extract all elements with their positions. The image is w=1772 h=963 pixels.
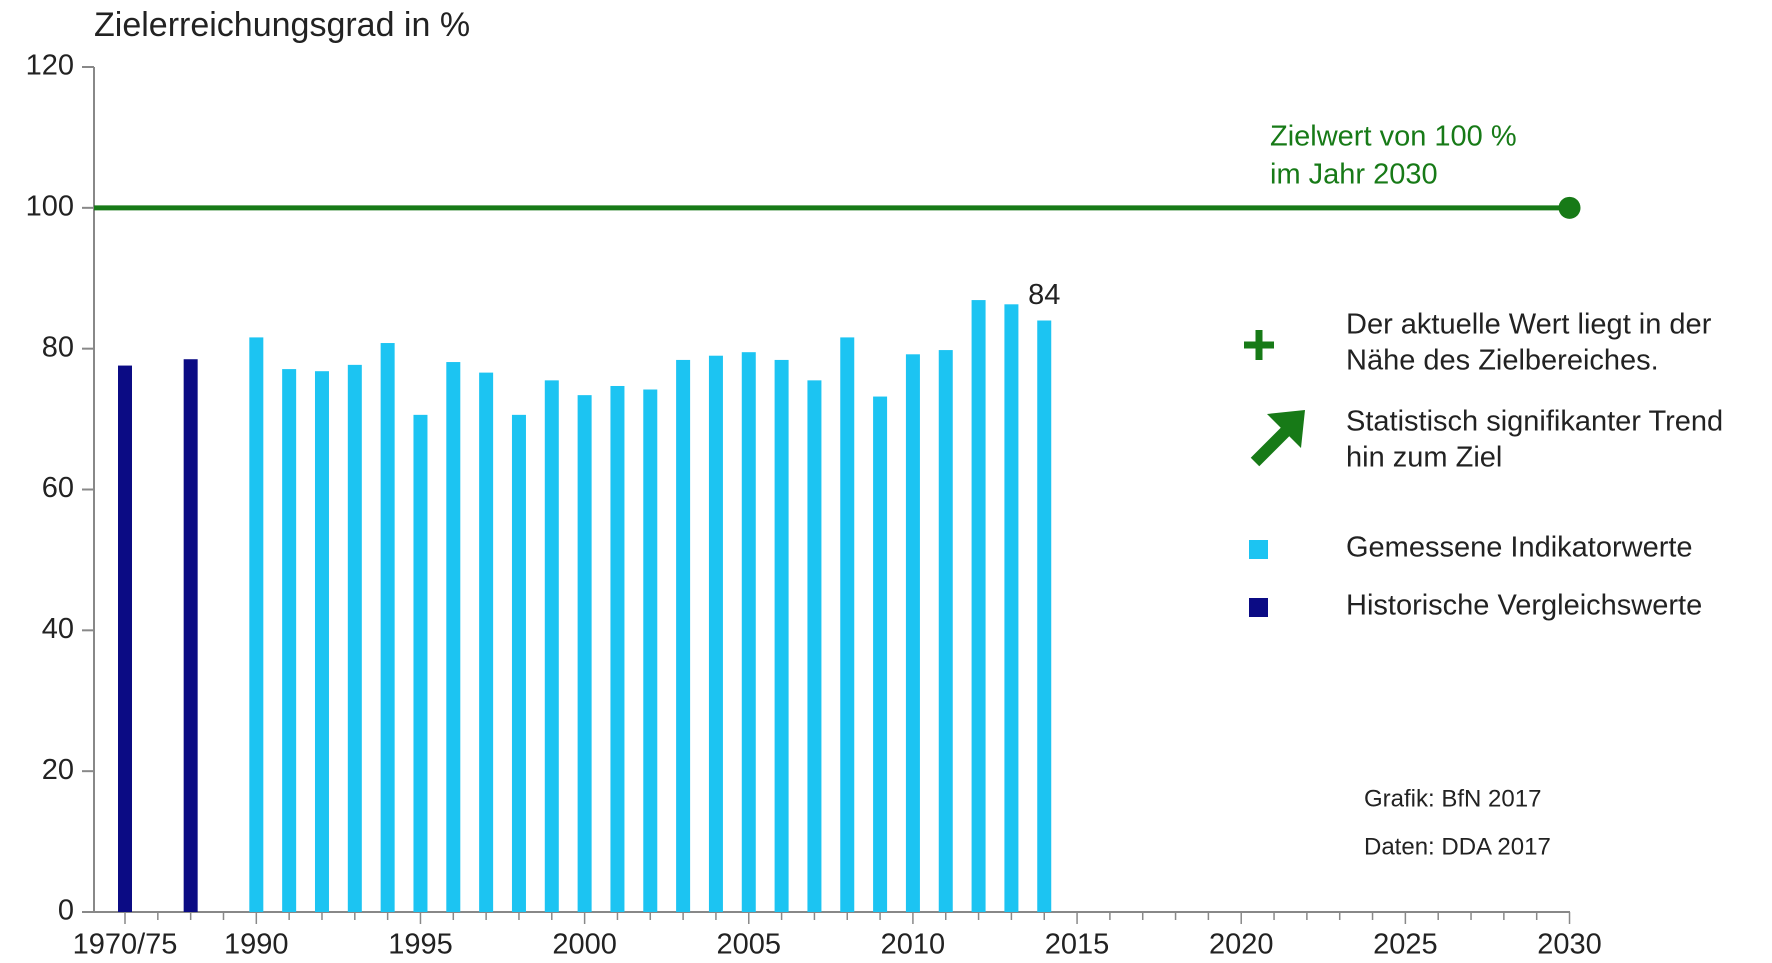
bar [413,414,428,912]
status-note: Nähe des Zielbereiches. [1346,345,1659,377]
value-label: 84 [1028,279,1060,311]
bar [1037,320,1052,912]
target-label: Zielwert von 100 % [1270,121,1517,153]
bar [347,364,362,912]
bar [938,350,953,912]
bar [676,359,691,912]
x-tick-label: 1970/75 [73,929,178,961]
bar [479,372,494,912]
y-tick-label: 100 [26,190,74,222]
x-tick-label: 1990 [224,929,289,961]
bar [971,300,986,912]
y-tick-label: 20 [42,754,74,786]
target-dot [1558,196,1581,219]
bar [774,359,789,912]
bar [314,371,329,912]
x-tick-label: 2000 [552,929,617,961]
bar [840,337,855,912]
y-tick-label: 80 [42,331,74,363]
legend-label: Gemessene Indikatorwerte [1346,532,1693,564]
credit: Daten: DDA 2017 [1364,833,1551,860]
legend-label: Historische Vergleichswerte [1346,590,1702,622]
bar [118,365,132,913]
legend-swatch [1249,598,1268,617]
bar [807,380,822,913]
bar [905,354,920,912]
y-tick-label: 40 [42,613,74,645]
legend-swatch [1249,540,1268,559]
y-tick-label: 120 [26,50,74,82]
x-tick-label: 2025 [1373,929,1438,961]
bar [610,385,625,912]
bar [577,395,592,912]
x-tick-label: 2020 [1209,929,1274,961]
bar [741,352,756,912]
x-tick-label: 2030 [1537,929,1602,961]
status-note: Statistisch signifikanter Trend [1346,406,1723,438]
y-tick-label: 0 [58,895,74,927]
arrow-icon [1250,422,1295,467]
bar [1004,304,1019,912]
plus-icon [1244,330,1274,360]
chart-title: Zielerreichungsgrad in % [94,6,470,44]
x-tick-label: 1995 [388,929,453,961]
bar [873,396,888,912]
bar [511,414,526,912]
bar [544,380,559,913]
bar [446,362,461,912]
bar [708,355,723,912]
bar [380,343,395,912]
bar [183,359,198,913]
bar [643,389,658,913]
x-tick-label: 2015 [1045,929,1110,961]
target-label: im Jahr 2030 [1270,159,1438,191]
status-note: Der aktuelle Wert liegt in der [1346,309,1712,341]
arrow-head [1267,410,1305,448]
bar [282,369,297,912]
credit: Grafik: BfN 2017 [1364,785,1541,812]
x-tick-label: 2010 [881,929,946,961]
bar [249,337,264,912]
x-tick-label: 2005 [717,929,782,961]
y-tick-label: 60 [42,472,74,504]
status-note: hin zum Ziel [1346,442,1502,474]
